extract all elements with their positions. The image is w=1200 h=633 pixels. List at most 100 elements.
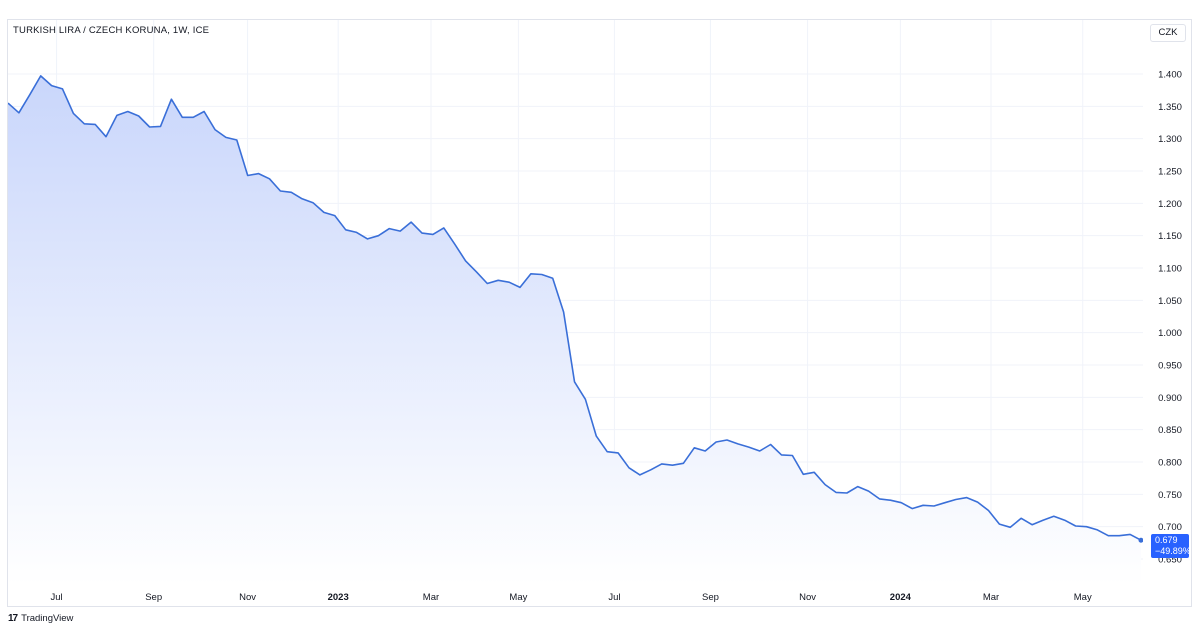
data-point	[835, 491, 837, 493]
data-point	[748, 446, 750, 448]
data-point	[1053, 515, 1055, 517]
data-point	[421, 232, 423, 234]
data-point	[1085, 525, 1087, 527]
data-point	[1074, 525, 1076, 527]
data-point	[192, 116, 194, 118]
data-point	[857, 485, 859, 487]
x-tick-label: Mar	[423, 592, 439, 603]
data-point	[519, 286, 521, 288]
data-point	[595, 435, 597, 437]
x-tick-label: Jul	[50, 592, 62, 603]
data-point	[541, 273, 543, 275]
data-point	[225, 136, 227, 138]
series-area	[8, 75, 1141, 586]
tradingview-brand[interactable]: TradingView	[21, 613, 74, 624]
y-tick-label: 0.900	[1158, 393, 1182, 404]
data-point	[530, 273, 532, 275]
x-tick-label: Mar	[983, 592, 999, 603]
data-point	[1020, 517, 1022, 519]
data-point	[105, 136, 107, 138]
data-point	[987, 509, 989, 511]
x-tick-label: Nov	[799, 592, 816, 603]
data-point	[301, 198, 303, 200]
data-point	[562, 311, 564, 313]
data-point	[1096, 529, 1098, 531]
data-point	[464, 260, 466, 262]
y-tick-label: 1.050	[1158, 296, 1182, 307]
data-point	[639, 474, 641, 476]
data-point	[726, 439, 728, 441]
data-point	[148, 126, 150, 128]
data-point	[138, 115, 140, 117]
last-price-change: −49.89%	[1155, 546, 1191, 556]
data-point	[552, 277, 554, 279]
data-point	[61, 88, 63, 90]
x-tick-label: May	[509, 592, 527, 603]
data-point	[366, 238, 368, 240]
series-line	[8, 75, 1142, 541]
data-point	[998, 523, 1000, 525]
data-point	[1107, 535, 1109, 537]
data-point	[867, 490, 869, 492]
x-tick-label: 2023	[328, 592, 349, 603]
data-point	[650, 469, 652, 471]
data-point	[83, 123, 85, 125]
y-tick-label: 1.250	[1158, 167, 1182, 178]
data-point	[693, 447, 695, 449]
data-point	[29, 93, 31, 95]
data-point	[976, 501, 978, 503]
footer: 17 TradingView	[8, 613, 73, 624]
data-point	[290, 191, 292, 193]
data-point	[94, 123, 96, 125]
data-point	[965, 496, 967, 498]
x-axis: Jul Sep Nov 2023 Mar May Jul Sep Nov 2024 Mar May	[50, 592, 1091, 603]
x-tick-label: Sep	[702, 592, 719, 603]
data-point	[933, 505, 935, 507]
data-point	[769, 443, 771, 445]
data-point	[846, 492, 848, 494]
data-point	[628, 467, 630, 469]
data-point	[170, 98, 172, 100]
data-point	[443, 227, 445, 229]
y-tick-label: 1.150	[1158, 231, 1182, 242]
y-tick-label: 0.950	[1158, 361, 1182, 372]
last-data-point	[1138, 537, 1143, 543]
data-point	[432, 233, 434, 235]
currency-badge[interactable]: CZK	[1150, 24, 1186, 42]
data-point	[203, 110, 205, 112]
data-point	[1042, 519, 1044, 521]
data-point	[399, 230, 401, 232]
data-point	[323, 211, 325, 213]
data-point	[944, 502, 946, 504]
last-price-value: 0.679	[1155, 535, 1178, 545]
data-point	[802, 473, 804, 475]
y-tick-label: 1.350	[1158, 102, 1182, 113]
chart-title: TURKISH LIRA / CZECH KORUNA, 1W, ICE	[13, 25, 210, 36]
data-point	[584, 398, 586, 400]
x-tick-label: Nov	[239, 592, 256, 603]
y-tick-label: 0.850	[1158, 425, 1182, 436]
data-point	[127, 110, 129, 112]
data-point	[922, 504, 924, 506]
data-point	[345, 229, 347, 231]
data-point	[497, 279, 499, 281]
data-point	[475, 271, 477, 273]
data-point	[1129, 533, 1131, 535]
data-point	[573, 381, 575, 383]
data-point	[911, 507, 913, 509]
data-point	[39, 75, 41, 77]
data-point	[791, 454, 793, 456]
data-point	[72, 112, 74, 114]
data-point	[355, 231, 357, 233]
data-point	[671, 464, 673, 466]
y-tick-label: 1.100	[1158, 264, 1182, 275]
tradingview-logo-icon[interactable]: 17	[8, 613, 18, 624]
data-point	[508, 281, 510, 283]
data-point	[780, 454, 782, 456]
data-point	[18, 112, 20, 114]
data-point	[181, 116, 183, 118]
data-point	[312, 201, 314, 203]
data-point	[1118, 535, 1120, 537]
data-point	[388, 227, 390, 229]
